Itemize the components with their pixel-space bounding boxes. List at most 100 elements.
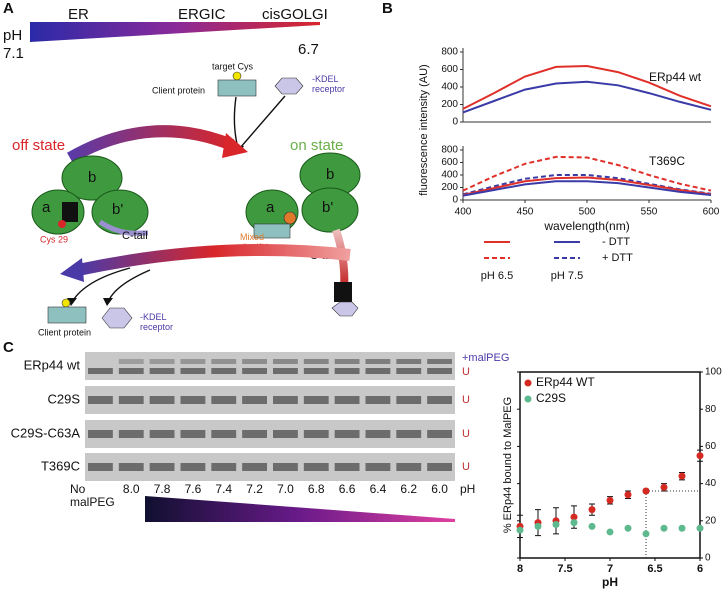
cycle-arrow (76, 244, 351, 276)
band (396, 396, 422, 404)
band (211, 463, 237, 471)
off-state: off state (12, 137, 65, 154)
legend-label: pH 7.5 (551, 270, 583, 282)
point (606, 496, 614, 504)
band (365, 463, 391, 471)
band (118, 430, 144, 438)
point (660, 483, 668, 491)
band (211, 368, 237, 374)
band (149, 368, 175, 374)
y-tick-label: 600 (441, 157, 458, 168)
y-tick-label: 800 (441, 145, 458, 156)
point (570, 513, 578, 521)
band (242, 359, 267, 364)
c-tail-label: C-tail (122, 230, 148, 242)
band (149, 430, 175, 438)
point (642, 530, 650, 538)
cys29-dot (58, 220, 66, 228)
point (588, 522, 596, 530)
point (552, 521, 560, 529)
x-tick-label: 8 (517, 563, 523, 575)
arrowhead (103, 298, 113, 306)
band (365, 430, 391, 438)
annotation: ERp44 wt (649, 70, 702, 84)
band-label: +malPEG (462, 352, 509, 364)
arrowhead (60, 258, 84, 282)
target-cys: target Cys (212, 61, 254, 71)
kdel-hexagon (274, 77, 304, 95)
band (427, 368, 452, 374)
gel-row-label: T369C (41, 458, 80, 473)
band (88, 368, 113, 374)
band (211, 430, 237, 438)
gel-row-label: C29S-C63A (11, 425, 81, 440)
kdel-hexagon (331, 301, 359, 317)
band (211, 396, 237, 404)
gel-column-label: 6.8 (308, 482, 325, 496)
band-label: U (462, 428, 470, 440)
y-tick-label: 0 (452, 195, 458, 206)
band (427, 463, 452, 471)
ph-label: pH (3, 27, 22, 44)
gel-column-label: 7.0 (277, 482, 294, 496)
c-tail (98, 219, 148, 236)
band (334, 430, 360, 438)
y-tick-label: 40 (705, 478, 717, 489)
line (462, 180, 712, 197)
gel-strip (85, 453, 455, 481)
ph-unit: pH (460, 482, 475, 496)
point (660, 524, 668, 532)
band (180, 396, 206, 404)
band (273, 463, 298, 471)
point (534, 522, 542, 530)
point (570, 519, 578, 527)
y-tick-label: 400 (441, 82, 458, 93)
point (516, 526, 524, 534)
x-axis-label: wavelength(nm) (543, 219, 629, 233)
band (427, 359, 452, 364)
x-axis-label: pH (602, 575, 618, 589)
band (303, 359, 329, 364)
y-tick-label: 200 (441, 99, 458, 110)
client-box (253, 223, 291, 239)
band (88, 430, 113, 438)
band (88, 396, 113, 404)
band (427, 430, 452, 438)
domain-label: b (88, 169, 96, 186)
domain-label: a (42, 199, 51, 216)
cys29: Cys 29 (40, 234, 68, 244)
point (642, 487, 650, 495)
y-tick-label: 400 (441, 170, 458, 181)
gel-column-label: No malPEG (70, 482, 115, 509)
legend-label: - DTT (602, 236, 630, 248)
band (242, 463, 267, 471)
band (365, 368, 391, 374)
point (624, 491, 632, 499)
band (118, 463, 144, 471)
x-tick-label: 600 (703, 207, 720, 218)
gel-column-label: 7.6 (185, 482, 202, 496)
y-axis-label: % ERp44 bound to MalPEG (502, 397, 514, 533)
y-axis-label: fluorescence intensity (AU) (418, 64, 430, 195)
y-tick-label: 800 (441, 47, 458, 58)
band (427, 396, 452, 404)
band-label: U (462, 394, 470, 406)
ph-start: 7.1 (3, 45, 24, 62)
legend-label: ERp44 WT (536, 375, 595, 389)
y-tick-label: 600 (441, 64, 458, 75)
x-tick-label: 450 (517, 207, 534, 218)
legend-marker (524, 379, 532, 387)
legend-label: C29S (536, 391, 566, 405)
x-tick-label: 6.5 (647, 563, 662, 575)
y-tick-label: 20 (705, 515, 717, 526)
band-label: U (462, 461, 470, 473)
domain (301, 187, 359, 233)
gel: ERp44 wt U C29S U C29S-C63A U T369C U +malPEG No m… (11, 352, 510, 509)
line (462, 155, 712, 192)
x-tick-label: 400 (455, 207, 472, 218)
gel-row-label: C29S (47, 391, 80, 406)
band (334, 396, 360, 404)
domain-label: a (266, 199, 275, 216)
panel-label: C (3, 339, 14, 356)
arrowhead (67, 298, 77, 306)
